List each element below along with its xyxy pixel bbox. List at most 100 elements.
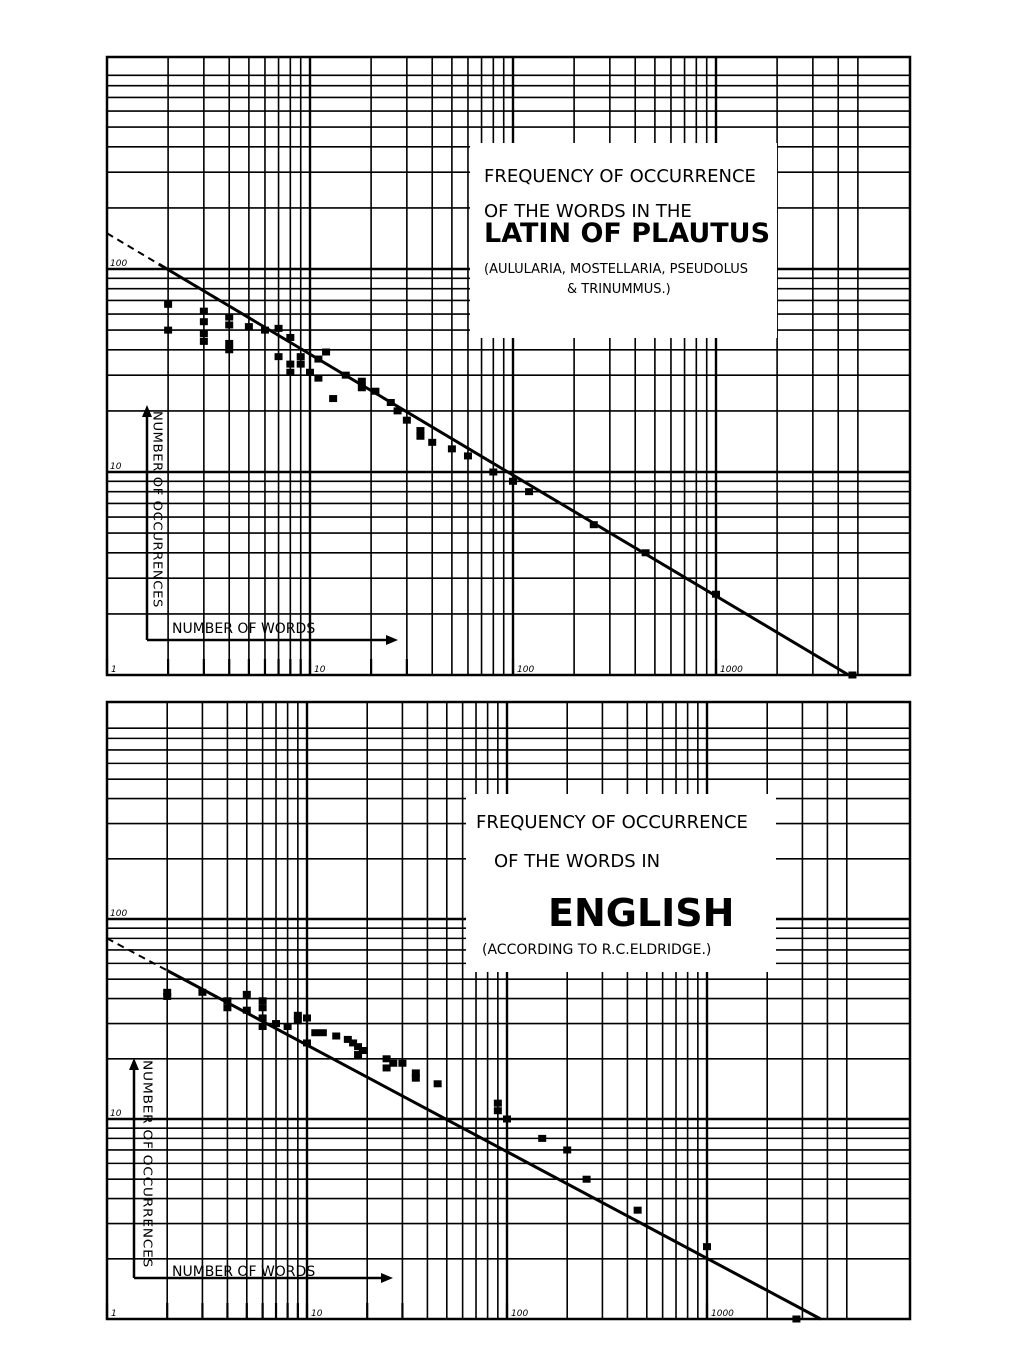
title-box-latin — [470, 143, 777, 338]
data-point — [525, 488, 534, 496]
axis-arrows-latin — [142, 405, 398, 645]
data-point — [286, 368, 295, 376]
data-point — [382, 1055, 391, 1063]
x-axis-label-latin: NUMBER OF WORDS — [172, 621, 315, 637]
data-point — [354, 1043, 363, 1051]
data-point — [503, 1115, 511, 1123]
title-line-2-latin: OF THE WORDS IN THE — [484, 201, 692, 222]
chart-english: 1 10 100 1000 10 100 NUMBER OF WORDS NUMBER O… — [105, 700, 912, 1323]
subtitle-line-2-latin: & TRINUMMUS.) — [567, 282, 671, 297]
data-point — [416, 427, 425, 435]
data-point — [411, 1074, 420, 1082]
y-axis-arrow-head — [129, 1058, 139, 1070]
data-point — [416, 432, 425, 440]
data-point — [303, 1039, 311, 1047]
data-point — [283, 1023, 292, 1031]
data-point — [349, 1039, 358, 1047]
data-point — [389, 1059, 398, 1067]
data-point — [509, 477, 517, 485]
data-point — [258, 1023, 267, 1031]
data-point — [303, 1014, 311, 1022]
title-line-1-latin: FREQUENCY OF OCCURRENCE — [484, 166, 756, 187]
data-point — [322, 348, 331, 356]
data-point — [428, 438, 437, 446]
x-axis-label-english: NUMBER OF WORDS — [172, 1264, 315, 1280]
data-point — [357, 377, 366, 385]
title-line-1-english: FREQUENCY OF OCCURRENCE — [476, 812, 748, 833]
x-tick-label: 100 — [511, 1309, 528, 1319]
tick-labels-latin: 1 10 100 1000 10 100 — [110, 259, 743, 675]
data-point — [199, 307, 208, 315]
data-point — [329, 395, 338, 403]
data-point — [538, 1134, 547, 1142]
title-box-english — [466, 794, 776, 972]
grid-english — [107, 702, 910, 1319]
data-point — [354, 1051, 363, 1059]
data-point — [318, 1029, 327, 1037]
data-point — [343, 1035, 352, 1043]
subtitle-line-1-latin: (AULULARIA, MOSTELLARIA, PSEUDOLUS — [484, 262, 748, 277]
data-point — [633, 1206, 642, 1214]
data-point — [274, 353, 283, 361]
x-ticks-english — [105, 1303, 709, 1319]
title-line-3-latin: LATIN OF PLAUTUS — [484, 218, 770, 249]
x-tick-label: 10 — [311, 1309, 323, 1319]
data-point — [296, 353, 305, 361]
data-point — [563, 1146, 572, 1154]
data-point — [199, 318, 208, 326]
data-point — [589, 521, 598, 529]
x-tick-label: 1 — [111, 665, 117, 675]
plot-frame-english — [105, 700, 912, 1321]
data-point — [258, 1014, 267, 1022]
data-point — [792, 1315, 801, 1323]
data-point — [493, 1107, 502, 1115]
data-point — [258, 1004, 267, 1012]
y-tick-label: 10 — [110, 462, 122, 472]
data-point — [398, 1059, 407, 1067]
data-point — [223, 1004, 232, 1012]
data-point — [411, 1069, 420, 1077]
chart-latin-plautus: 1 10 100 1000 10 100 NUMBER OF WORDS NUMBER O… — [105, 55, 912, 679]
axis-arrows-english — [129, 1058, 393, 1283]
data-point — [274, 324, 283, 332]
data-point — [493, 1099, 502, 1107]
data-point — [357, 384, 366, 392]
data-point — [447, 445, 456, 453]
data-point — [225, 313, 234, 321]
data-point — [402, 416, 411, 424]
title-line-3-english: ENGLISH — [548, 891, 734, 935]
x-tick-label: 10 — [314, 665, 326, 675]
data-point — [433, 1080, 442, 1088]
x-ticks-latin — [105, 659, 718, 675]
data-points-english — [163, 988, 801, 1323]
title-line-2-english: OF THE WORDS IN — [494, 851, 660, 872]
data-point — [286, 360, 295, 368]
data-point — [260, 326, 269, 334]
data-point — [293, 1011, 302, 1019]
data-point — [712, 590, 720, 598]
data-point — [242, 990, 251, 998]
x-axis-arrow-head — [386, 635, 398, 645]
y-tick-label: 100 — [110, 259, 127, 269]
subtitle-line-1-english: (ACCORDING TO R.C.ELDRIDGE.) — [482, 942, 711, 958]
data-point — [848, 671, 857, 679]
data-point — [332, 1032, 341, 1040]
data-points-latin — [164, 300, 857, 679]
data-point — [199, 337, 208, 345]
data-point — [199, 330, 208, 338]
data-point — [341, 371, 350, 379]
data-point — [225, 339, 234, 347]
data-point — [293, 1017, 302, 1025]
x-tick-label: 1 — [111, 1309, 117, 1319]
data-point — [164, 300, 173, 308]
data-point — [311, 1029, 320, 1037]
data-point — [489, 468, 498, 476]
data-point — [272, 1020, 281, 1028]
data-point — [371, 387, 380, 395]
data-point — [244, 323, 253, 331]
data-point — [393, 407, 402, 415]
plot-frame-latin — [105, 55, 912, 677]
data-point — [242, 1006, 251, 1014]
data-point — [306, 368, 314, 376]
